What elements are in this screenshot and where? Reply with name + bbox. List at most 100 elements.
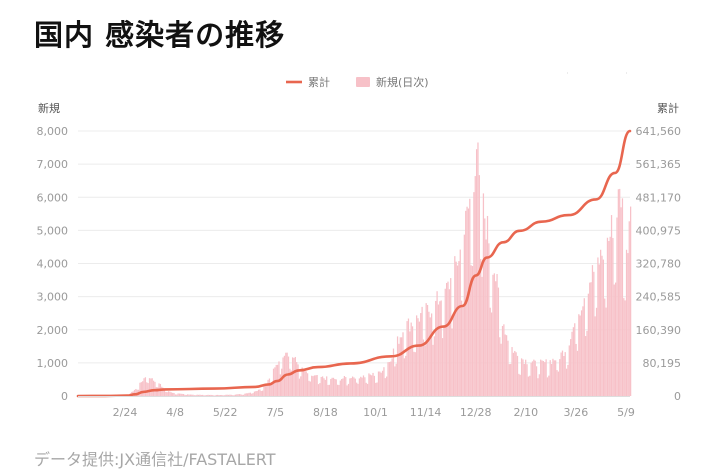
daily-bar: [478, 175, 480, 396]
daily-bar: [266, 384, 268, 396]
daily-bar: [432, 344, 434, 396]
daily-bar: [503, 324, 505, 396]
right-y-tick-labels: 641,560 561,365 481,170 400,975 320,780 240,5…: [636, 125, 682, 403]
daily-bar: [429, 317, 431, 396]
x-tick-label: 10/1: [363, 406, 388, 419]
daily-bar: [297, 364, 299, 396]
x-tick-label: 7/5: [266, 406, 284, 419]
daily-bar: [602, 259, 604, 396]
covid-chart: 8,000 7,000 6,000 5,000 4,000 3,000 2,000 1,000…: [37, 72, 682, 419]
daily-bar: [335, 379, 337, 396]
daily-bar: [605, 307, 607, 396]
legend-label-daily: 新規(日次): [376, 75, 429, 89]
daily-bar: [373, 375, 376, 396]
daily-bar: [195, 395, 197, 396]
daily-bar: [505, 335, 508, 396]
daily-bar: [422, 339, 425, 396]
daily-bar: [391, 358, 393, 396]
daily-bar: [289, 368, 291, 396]
daily-bar: [585, 336, 587, 396]
daily-bar: [608, 241, 610, 396]
daily-bar: [287, 356, 290, 396]
daily-bar: [298, 378, 301, 396]
daily-bar: [346, 385, 348, 396]
daily-bar: [249, 392, 251, 396]
daily-bar: [264, 384, 266, 396]
daily-bar: [537, 378, 539, 396]
daily-bar: [504, 334, 506, 396]
daily-bar: [142, 381, 144, 396]
daily-bar: [259, 389, 261, 396]
daily-bar: [556, 370, 558, 396]
daily-bar: [514, 350, 516, 396]
daily-bar: [270, 382, 272, 396]
daily-bar: [619, 188, 621, 396]
daily-bar: [546, 377, 549, 396]
daily-bar: [456, 265, 459, 396]
daily-bar: [574, 323, 576, 396]
daily-bar: [511, 347, 513, 396]
daily-bar: [331, 377, 333, 396]
daily-bar: [257, 389, 260, 396]
daily-bar: [459, 249, 461, 396]
daily-bar: [237, 394, 239, 396]
daily-bar: [477, 142, 479, 396]
daily-bar: [474, 176, 476, 396]
daily-bar: [489, 307, 491, 396]
daily-bar: [271, 382, 273, 396]
daily-bar: [444, 288, 446, 396]
daily-bar: [225, 394, 227, 396]
daily-bar: [251, 393, 253, 396]
daily-bar: [323, 378, 325, 396]
x-tick-label: 8/18: [313, 406, 338, 419]
daily-bar: [163, 388, 166, 396]
daily-bar: [620, 207, 622, 396]
daily-bar: [407, 318, 410, 396]
daily-bar: [417, 318, 419, 396]
daily-bar: [343, 376, 346, 396]
daily-bar: [204, 395, 207, 396]
daily-bar: [526, 364, 528, 396]
daily-bar: [349, 378, 351, 396]
daily-bar: [549, 360, 551, 396]
daily-bar: [304, 369, 306, 396]
left-y-tick-label: 0: [61, 390, 68, 403]
daily-bar: [214, 395, 216, 396]
daily-bar: [229, 394, 231, 396]
daily-bar: [242, 394, 245, 396]
daily-bar: [372, 372, 374, 396]
daily-bar: [177, 393, 179, 396]
daily-bar: [576, 350, 579, 396]
daily-bar: [150, 378, 152, 396]
daily-bar: [187, 394, 189, 396]
daily-bar: [496, 274, 498, 396]
daily-bar: [148, 378, 151, 396]
daily-bar: [217, 394, 219, 396]
daily-bar: [192, 394, 194, 396]
daily-bar: [347, 383, 350, 396]
daily-bar: [301, 367, 303, 396]
daily-bar: [256, 390, 258, 396]
right-y-tick-label: 561,365: [636, 158, 682, 171]
daily-bar: [615, 282, 617, 396]
daily-bar: [365, 382, 367, 396]
daily-bar: [507, 340, 509, 396]
daily-bar: [182, 393, 185, 396]
daily-bar: [360, 376, 362, 396]
daily-bar: [428, 311, 430, 396]
daily-bar: [579, 315, 581, 396]
daily-bar: [594, 316, 596, 396]
daily-bar: [328, 384, 331, 396]
daily-bar: [354, 378, 356, 396]
daily-bar: [402, 332, 404, 396]
daily-bar: [440, 300, 442, 396]
daily-bar: [519, 374, 521, 396]
daily-bar: [167, 391, 170, 396]
daily-bar: [212, 395, 215, 396]
daily-bar: [560, 352, 562, 396]
gridlines: [78, 130, 630, 364]
daily-bar: [139, 382, 141, 396]
right-y-tick-label: 80,195: [643, 357, 682, 370]
daily-bar: [151, 378, 153, 396]
daily-bar: [166, 392, 168, 396]
